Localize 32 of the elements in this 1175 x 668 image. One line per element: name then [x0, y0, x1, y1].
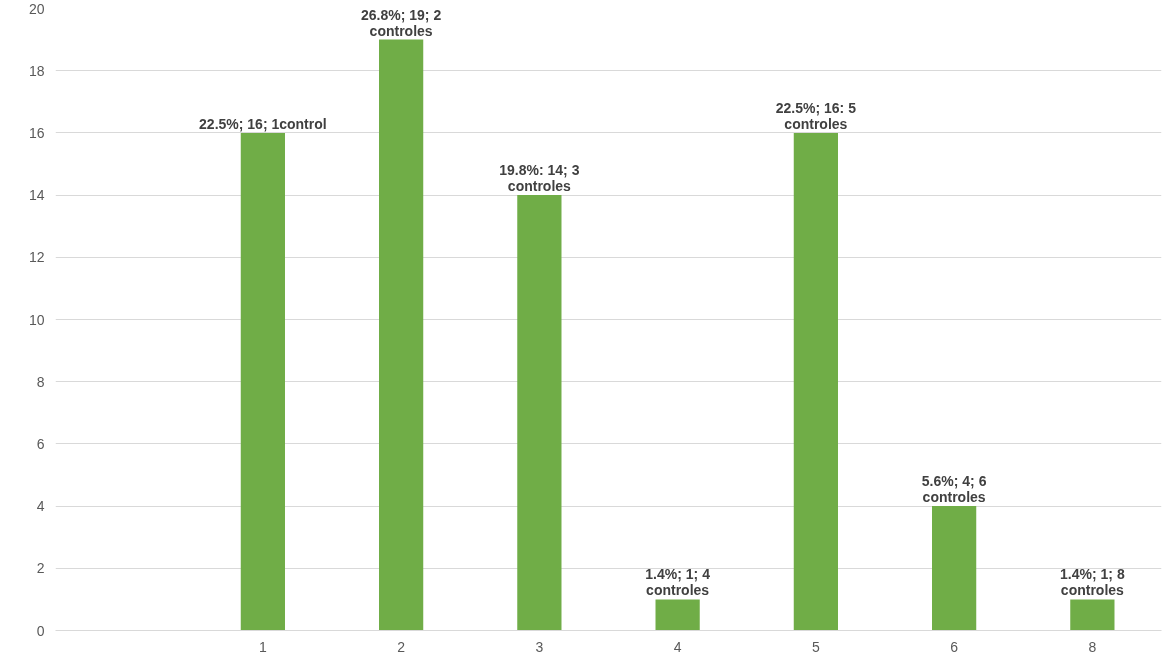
y-tick-label: 8	[36, 373, 45, 390]
bar	[655, 599, 700, 631]
data-label: 5.6%; 4; 6 controles	[921, 473, 987, 506]
bar	[240, 132, 285, 631]
y-tick-label: 14	[28, 187, 45, 204]
bar	[517, 195, 562, 631]
y-tick-label: 12	[28, 249, 45, 266]
data-label: 19.8%: 14; 3 controles	[499, 162, 580, 195]
bar	[1070, 599, 1115, 631]
y-tick-label: 18	[28, 62, 45, 79]
bar	[932, 506, 977, 631]
y-tick-label: 10	[28, 311, 45, 328]
y-tick-label: 20	[28, 0, 45, 17]
data-label: 22.5%; 16: 5 controles	[775, 99, 857, 132]
bar	[793, 132, 838, 631]
y-tick-label: 16	[28, 124, 45, 141]
data-label: 26.8%; 19; 2 controles	[361, 6, 442, 39]
y-tick-label: 2	[36, 560, 45, 577]
x-tick-label: 6	[950, 638, 959, 655]
x-tick-label: 5	[811, 638, 820, 655]
x-tick-label: 2	[397, 638, 406, 655]
y-tick-label: 0	[36, 622, 45, 639]
y-tick-label: 4	[36, 498, 45, 515]
data-label: 22.5%; 16; 1control	[199, 115, 327, 132]
data-label: 1.4%; 1; 4 controles	[645, 566, 711, 599]
bar	[379, 39, 424, 631]
x-tick-label: 1	[258, 638, 267, 655]
data-label: 1.4%; 1; 8 controles	[1060, 566, 1125, 599]
y-tick-label: 6	[36, 435, 45, 452]
x-tick-label: 4	[673, 638, 682, 655]
x-tick-label: 3	[535, 638, 544, 655]
x-tick-label: 8	[1088, 638, 1097, 655]
